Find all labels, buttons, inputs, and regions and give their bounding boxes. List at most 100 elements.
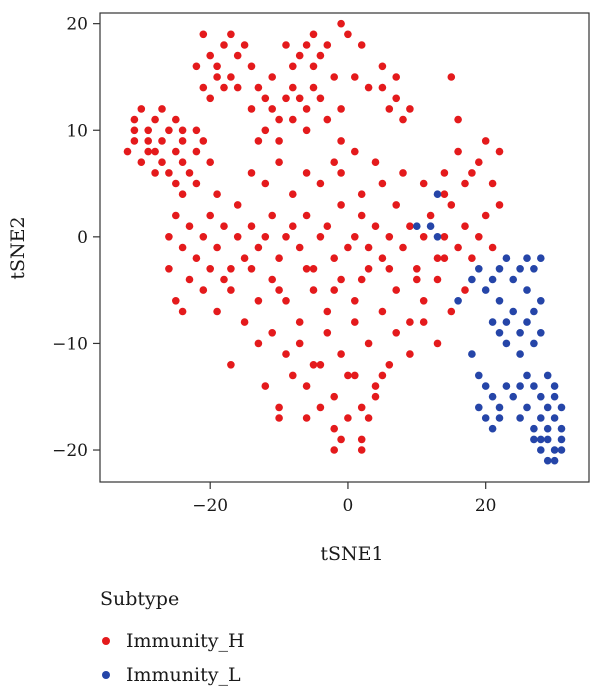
data-point-immunity-h	[144, 126, 152, 135]
legend: Subtype Immunity_H Immunity_L	[100, 588, 245, 692]
data-point-immunity-h	[233, 201, 242, 209]
data-point-immunity-h	[371, 158, 380, 166]
data-point-immunity-h	[364, 83, 373, 92]
data-point-immunity-h	[302, 265, 311, 273]
data-point-immunity-h	[165, 265, 173, 273]
legend-marker-immunity-h	[102, 637, 110, 645]
data-point-immunity-h	[172, 211, 180, 220]
data-point-immunity-l	[523, 371, 531, 380]
legend-title: Subtype	[100, 588, 180, 610]
data-point-immunity-h	[302, 211, 311, 220]
data-point-immunity-h	[337, 275, 345, 284]
data-point-immunity-l	[475, 265, 483, 273]
data-point-immunity-h	[220, 222, 228, 230]
data-point-immunity-h	[206, 211, 214, 220]
data-point-immunity-h	[151, 147, 159, 156]
data-point-immunity-h	[351, 147, 359, 156]
data-point-immunity-h	[289, 83, 297, 92]
data-point-immunity-h	[268, 211, 277, 220]
data-point-immunity-h	[351, 233, 359, 241]
y-tick-label: 20	[66, 15, 88, 35]
data-point-immunity-h	[302, 169, 311, 177]
data-point-immunity-l	[516, 265, 524, 273]
data-point-immunity-h	[337, 105, 345, 113]
data-point-immunity-l	[537, 435, 545, 444]
data-point-immunity-h	[192, 179, 201, 188]
data-point-immunity-h	[233, 83, 242, 92]
data-point-immunity-h	[378, 62, 387, 71]
data-point-immunity-h	[454, 147, 462, 156]
data-point-immunity-l	[481, 414, 490, 422]
data-point-immunity-l	[413, 222, 421, 230]
data-point-immunity-h	[254, 137, 263, 145]
data-point-immunity-l	[537, 254, 545, 262]
data-point-immunity-l	[495, 265, 504, 273]
data-point-immunity-h	[206, 158, 214, 166]
data-point-immunity-l	[495, 297, 504, 305]
data-point-immunity-h	[468, 254, 476, 262]
data-point-immunity-h	[302, 105, 311, 113]
data-point-immunity-h	[254, 339, 263, 348]
data-point-immunity-h	[199, 286, 208, 294]
data-point-immunity-h	[268, 73, 277, 81]
data-point-immunity-l	[523, 403, 531, 412]
data-point-immunity-l	[495, 414, 504, 422]
data-point-immunity-l	[557, 435, 566, 444]
data-point-immunity-h	[378, 179, 387, 188]
data-point-immunity-h	[268, 105, 277, 113]
data-point-immunity-h	[192, 254, 201, 262]
data-point-immunity-h	[268, 329, 277, 337]
data-point-immunity-h	[289, 222, 297, 230]
data-point-immunity-l	[468, 350, 476, 358]
data-point-immunity-l	[502, 318, 511, 326]
data-point-immunity-l	[481, 382, 490, 390]
data-point-immunity-h	[192, 147, 201, 156]
data-point-immunity-h	[433, 275, 442, 284]
data-point-immunity-l	[475, 403, 483, 412]
data-point-immunity-h	[323, 329, 332, 337]
data-point-immunity-h	[144, 137, 152, 145]
data-point-immunity-h	[385, 265, 394, 273]
data-point-immunity-h	[330, 73, 339, 81]
y-axis: −20 −10 0 10 20	[52, 15, 100, 461]
data-point-immunity-h	[337, 435, 345, 444]
data-point-immunity-h	[227, 73, 235, 81]
scatter-plot: −20 0 20 −20 −10 0 10 20 tSNE1 tSNE2	[7, 12, 590, 565]
data-point-immunity-h	[275, 158, 283, 166]
data-point-immunity-l	[537, 297, 545, 305]
data-point-immunity-h	[447, 201, 456, 209]
data-point-immunity-h	[295, 339, 304, 348]
y-tick-label: −10	[52, 334, 88, 354]
data-point-immunity-h	[213, 190, 221, 198]
data-point-immunity-h	[495, 201, 504, 209]
data-point-immunity-h	[413, 265, 421, 273]
data-point-immunity-h	[192, 62, 201, 71]
data-point-immunity-h	[302, 382, 311, 390]
data-point-immunity-l	[454, 297, 462, 305]
data-point-immunity-h	[337, 350, 345, 358]
data-point-immunity-h	[261, 94, 270, 103]
data-point-immunity-h	[275, 286, 283, 294]
data-point-immunity-l	[550, 456, 559, 465]
data-point-immunity-h	[419, 179, 428, 188]
x-axis: −20 0 20	[192, 482, 497, 516]
data-point-immunity-h	[172, 297, 180, 305]
data-point-immunity-h	[178, 307, 187, 316]
data-point-immunity-h	[165, 169, 173, 177]
data-point-immunity-h	[392, 201, 401, 209]
data-point-immunity-l	[550, 446, 559, 454]
data-point-immunity-h	[357, 446, 366, 454]
data-point-immunity-h	[323, 115, 332, 124]
data-point-immunity-h	[454, 243, 462, 252]
data-point-immunity-l	[550, 414, 559, 422]
data-point-immunity-h	[213, 243, 221, 252]
data-point-immunity-h	[488, 179, 497, 188]
data-point-immunity-h	[419, 318, 428, 326]
data-point-immunity-l	[433, 233, 442, 241]
data-point-immunity-h	[282, 94, 290, 103]
data-point-immunity-l	[502, 339, 511, 348]
data-point-immunity-h	[364, 243, 373, 252]
data-point-immunity-h	[344, 414, 352, 422]
legend-label-immunity-h: Immunity_H	[126, 630, 245, 652]
data-point-immunity-h	[351, 318, 359, 326]
